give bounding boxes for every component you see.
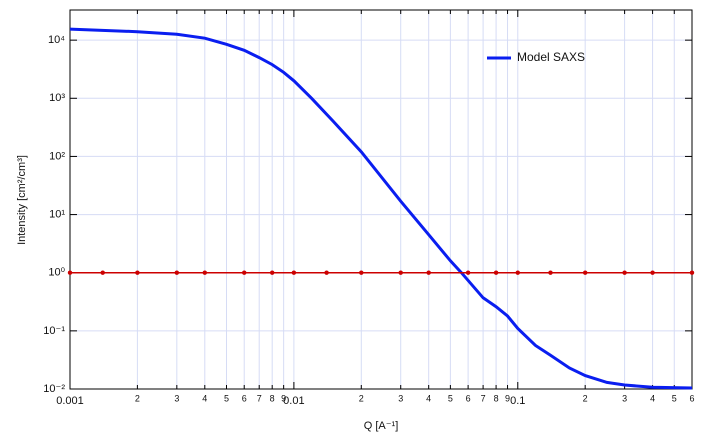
marker — [242, 270, 247, 275]
marker — [582, 270, 588, 275]
x-tick-label: 8 — [494, 393, 499, 403]
marker — [398, 270, 403, 275]
x-tick-label: 2 — [583, 393, 588, 403]
legend-label: Model SAXS — [517, 50, 585, 64]
marker — [426, 270, 431, 275]
marker — [135, 270, 140, 275]
plot-frame — [69, 9, 693, 390]
x-tick-label: 6 — [242, 393, 247, 403]
y-tick-label: 10⁻¹ — [43, 325, 65, 337]
x-tick-label: 3 — [622, 393, 627, 403]
y-tick-label: 10⁰ — [48, 267, 65, 279]
y-tick-label: 10² — [49, 150, 65, 162]
x-tick-label: 9 — [281, 393, 286, 403]
y-tick-label: 10¹ — [49, 208, 65, 220]
x-tick-label: 5 — [224, 393, 229, 403]
marker — [202, 270, 207, 275]
marker — [324, 270, 329, 275]
x-tick-label: 2 — [135, 393, 140, 403]
marker — [689, 270, 695, 275]
y-tick-label: 10³ — [49, 92, 65, 104]
marker — [650, 270, 655, 275]
marker — [269, 270, 275, 275]
marker — [622, 270, 627, 275]
marker — [174, 270, 180, 275]
marker — [548, 270, 553, 275]
marker — [515, 270, 520, 275]
x-tick-label: 3 — [174, 393, 179, 403]
marker — [67, 270, 73, 275]
x-tick-label: 0.001 — [56, 395, 84, 407]
x-tick-label: 7 — [257, 393, 262, 403]
x-tick-label: 2 — [359, 393, 364, 403]
marker — [359, 270, 364, 275]
x-tick-label: 9 — [505, 393, 510, 403]
marker — [465, 270, 471, 275]
x-tick-label: 6 — [689, 393, 694, 403]
x-tick-label: 4 — [426, 393, 431, 403]
x-tick-label: 3 — [398, 393, 403, 403]
y-tick-label: 10⁴ — [48, 34, 65, 46]
marker — [291, 270, 297, 275]
y-tick-label: 10⁻² — [43, 383, 65, 395]
x-tick-label: 0.01 — [283, 395, 304, 407]
x-tick-label: 6 — [466, 393, 471, 403]
x-axis-title: Q [A⁻¹] — [364, 420, 399, 432]
x-tick-label: 5 — [672, 393, 677, 403]
x-tick-label: 8 — [270, 393, 275, 403]
x-tick-label: 4 — [202, 393, 207, 403]
x-tick-label: 4 — [650, 393, 655, 403]
y-axis-title: Intensity [cm²/cm³] — [16, 155, 28, 245]
x-tick-label: 5 — [448, 393, 453, 403]
x-tick-label: 0.1 — [510, 395, 525, 407]
marker — [493, 270, 499, 275]
marker — [100, 270, 105, 275]
series-line — [69, 27, 693, 390]
x-tick-label: 7 — [481, 393, 486, 403]
